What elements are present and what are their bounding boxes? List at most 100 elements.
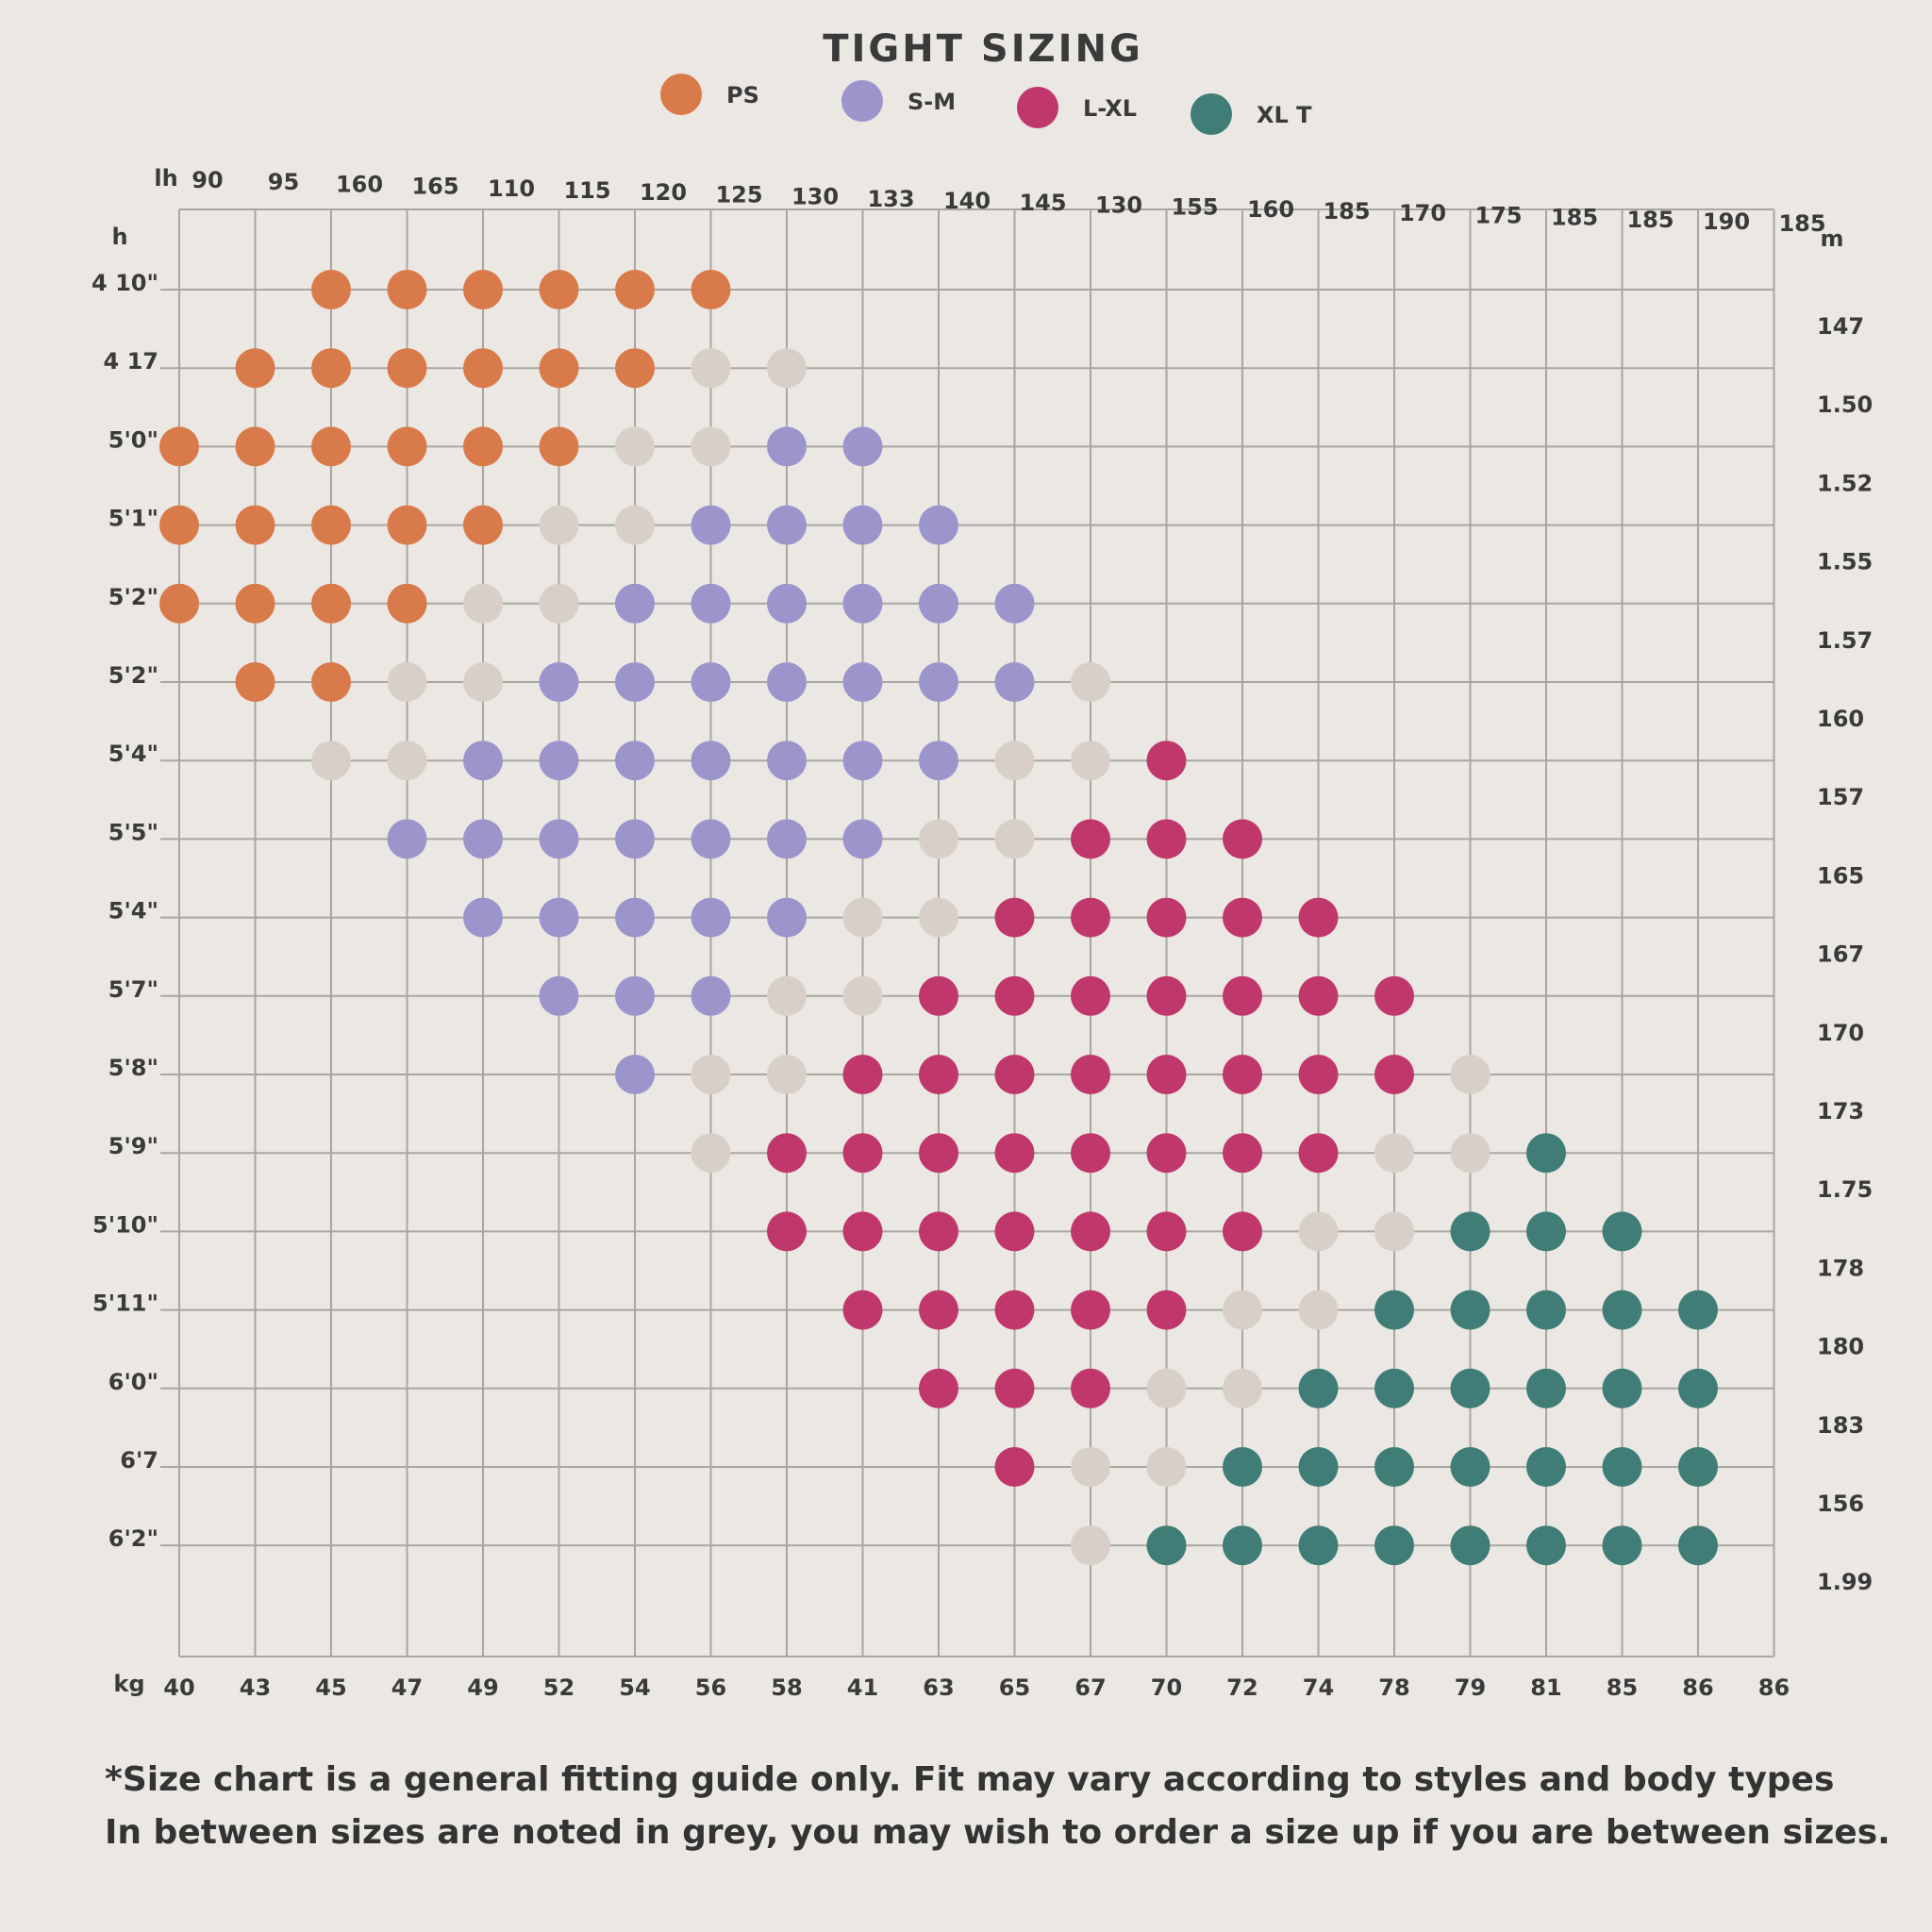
size-dot [159,426,199,467]
y-tick-label: 6'2" [108,1525,158,1552]
x-top-tick-label: 165 [411,174,458,200]
x-tick-label: 81 [1530,1674,1561,1701]
size-dot [539,897,579,938]
legend-swatch [1017,87,1058,128]
size-dot [691,897,731,938]
y2-tick-label: 156 [1817,1491,1864,1517]
size-dot [387,270,427,309]
size-dot [994,1368,1035,1408]
x-top-tick-label: 115 [563,177,610,204]
size-dot [767,662,807,702]
size-dot [919,1133,958,1174]
size-dot [615,348,655,389]
size-dot [1298,1368,1339,1408]
size-dot [1223,819,1262,859]
size-dot [615,819,655,859]
size-dot [691,1055,731,1094]
size-dot [159,505,199,545]
x-top-tick-label: 120 [640,179,687,206]
size-dot [1602,1290,1642,1330]
size-dot [1298,1447,1339,1487]
size-dot [691,975,731,1016]
size-dot [1071,741,1110,781]
size-dot [311,583,351,624]
size-dot [691,270,731,309]
size-dot [539,819,579,859]
size-dot [691,505,731,545]
size-dot [842,897,883,938]
x-top-tick-label: 185 [1778,210,1825,237]
y2-tick-label: 1.57 [1817,627,1873,654]
size-dot [539,583,579,624]
size-dot [1223,897,1262,938]
size-dot [1526,1211,1566,1252]
x-top-tick-label: 185 [1551,205,1598,231]
x-tick-label: 41 [847,1674,878,1701]
size-dot [1374,1290,1414,1330]
size-dot [1450,1290,1491,1330]
size-dot [311,270,351,309]
size-dot [767,897,807,938]
x-tick-label: 40 [163,1674,194,1701]
size-dot [235,505,275,545]
y-tick-label: 6'0" [108,1369,158,1395]
size-dot [1374,975,1414,1016]
size-dot [842,505,883,545]
size-dot [1526,1447,1566,1487]
size-dot [1298,1525,1339,1566]
size-dot [463,897,503,938]
x-top-tick-label: 160 [1247,196,1294,223]
size-dot [615,662,655,702]
size-dot [1146,819,1187,859]
size-dot [235,348,275,389]
size-dot [1374,1368,1414,1408]
x-tick-label: 78 [1378,1674,1409,1701]
size-dot [1146,1133,1187,1174]
legend-swatch [1191,93,1232,135]
size-dot [1678,1368,1718,1408]
size-dot [994,897,1035,938]
size-dot [919,662,958,702]
size-dot [691,662,731,702]
size-dot [842,583,883,624]
size-dot [615,741,655,781]
x-tick-label: 63 [923,1674,954,1701]
size-dot [311,662,351,702]
size-dot [1146,1211,1187,1252]
size-dot [1374,1133,1414,1174]
size-dot [1450,1447,1491,1487]
size-dot [1071,819,1110,859]
size-dot [767,505,807,545]
x-tick-label: 85 [1607,1674,1638,1701]
y2-tick-label: 180 [1817,1334,1864,1360]
size-dot [463,583,503,624]
size-dot [615,505,655,545]
size-dot [767,819,807,859]
size-dot [1298,897,1339,938]
size-dot [539,426,579,467]
size-dot [1526,1525,1566,1566]
size-dot [767,1055,807,1094]
size-dot [691,348,731,389]
y-tick-label: 5'7" [108,976,158,1003]
size-dot [1450,1055,1491,1094]
size-dot [463,662,503,702]
size-dot [463,348,503,389]
size-dot [842,426,883,467]
size-dot [1146,975,1187,1016]
y-tick-label: 5'2" [108,584,158,610]
x-tick-label: 72 [1226,1674,1257,1701]
y-tick-label: 5'4" [108,741,158,767]
size-dot [1223,975,1262,1016]
size-dot [615,270,655,309]
size-dot [842,1133,883,1174]
size-dot [463,819,503,859]
x-top-axis-label: lh [154,165,177,192]
size-dot [1223,1447,1262,1487]
x-top-tick-label: 130 [1095,192,1142,218]
size-dot [767,1133,807,1174]
size-dot [1146,1525,1187,1566]
size-dot [994,1447,1035,1487]
size-dot [159,583,199,624]
